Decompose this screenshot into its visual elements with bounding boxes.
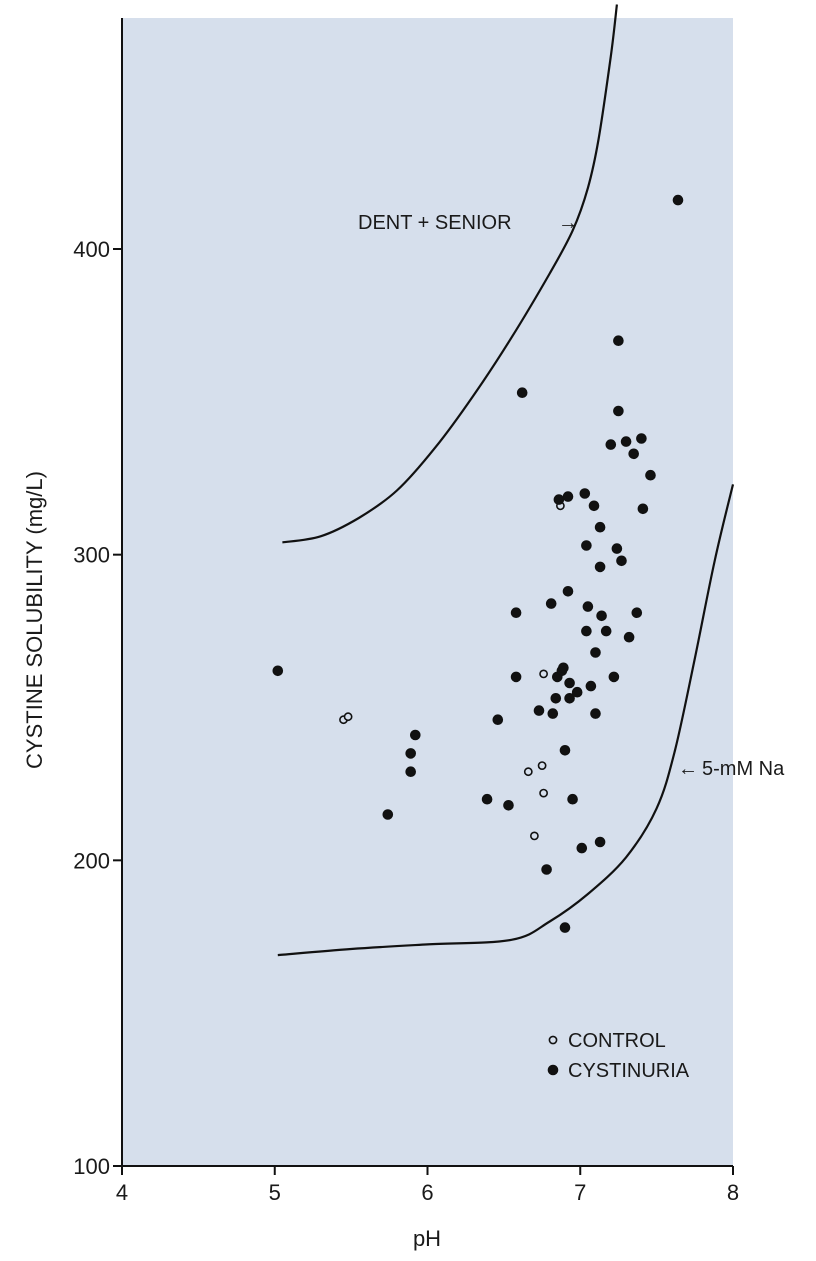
cystinuria-point <box>594 836 606 848</box>
cystinuria-point <box>623 631 635 643</box>
cystinuria-point <box>628 448 640 460</box>
curves-layer <box>277 4 735 957</box>
control-point <box>530 831 539 841</box>
legend-cystinuria-marker <box>547 1064 559 1076</box>
cystinuria-point <box>594 561 606 573</box>
y-tick-label: 400 <box>73 237 110 262</box>
legend-control-marker <box>548 1035 558 1045</box>
cystinuria-point <box>608 671 620 683</box>
cystinuria-point <box>613 335 624 347</box>
cystinuria-point <box>588 500 600 512</box>
cystinuria-point <box>605 439 617 450</box>
y-tick-label: 100 <box>73 1154 110 1179</box>
x-tick-label: 5 <box>269 1180 281 1205</box>
axes-layer: 4 5 6 7 8 100 200 300 400 pH CYSTINE SOLUBILITY (m… <box>22 18 739 1251</box>
cystinuria-point <box>510 671 522 683</box>
cystinuria-point <box>558 662 569 674</box>
cystinuria-point <box>405 748 417 759</box>
legend-label: CYSTINURIA <box>568 1060 690 1082</box>
cystinuria-point <box>550 693 562 704</box>
cystinuria-point <box>600 625 612 637</box>
cystinuria-point <box>581 540 592 551</box>
cystinuria-point <box>590 647 601 658</box>
cystinuria-point <box>631 607 643 619</box>
x-tick-label: 6 <box>421 1180 433 1205</box>
cystinuria-point <box>611 543 623 554</box>
cystinuria-point <box>564 693 575 704</box>
cystinuria-point <box>545 598 557 609</box>
cystinuria-point <box>585 680 597 692</box>
y-axis-label: CYSTINE SOLUBILITY (mg/L) <box>22 471 47 769</box>
cystinuria-point <box>559 745 571 756</box>
cystinuria-point <box>564 677 575 689</box>
cystinuria-point <box>582 601 594 612</box>
annotation-layer: DENT + SENIOR → ← 5-mM Na <box>358 212 785 780</box>
cystinuria-point <box>559 922 571 933</box>
cystinuria-point <box>620 436 632 447</box>
cystinuria-point <box>596 610 607 622</box>
legend-label: CONTROL <box>568 1030 666 1052</box>
cystinuria-point <box>567 793 578 805</box>
cystinuria-point <box>492 714 504 726</box>
annotation-5mm-na: 5-mM Na <box>702 758 785 780</box>
control-point <box>539 669 548 679</box>
cystinuria-point <box>547 708 559 719</box>
cystinuria-point <box>590 708 601 719</box>
cystinuria-point <box>594 521 606 533</box>
x-tick-label: 7 <box>574 1180 586 1205</box>
control-point <box>343 712 353 722</box>
cystinuria-point <box>579 488 591 499</box>
y-tick-label: 200 <box>73 848 110 873</box>
control-point <box>537 761 547 770</box>
control-point <box>523 767 533 777</box>
cystinuria-point <box>576 842 588 854</box>
cystinuria-point <box>533 705 545 716</box>
sodium-5mm-curve <box>277 484 735 957</box>
y-tick-label: 300 <box>73 543 110 568</box>
cystinuria-point <box>613 405 624 417</box>
plot-background <box>122 18 733 1166</box>
x-tick-label: 4 <box>116 1180 128 1205</box>
cystinuria-point <box>562 586 574 597</box>
control-point <box>539 788 548 798</box>
annotation-arrow-right: → <box>558 212 578 234</box>
cystinuria-point <box>672 194 684 206</box>
points-layer <box>272 194 684 933</box>
legend: CONTROL CYSTINURIA <box>547 1030 690 1082</box>
cystinuria-point <box>571 686 583 698</box>
cystinuria-point <box>553 494 565 505</box>
cystinuria-point <box>616 555 627 567</box>
annotation-dent-senior: DENT + SENIOR <box>358 212 512 234</box>
cystinuria-point <box>516 387 528 399</box>
cystinuria-point <box>636 433 647 444</box>
cystinuria-point <box>637 503 649 515</box>
cystinuria-point <box>581 625 592 637</box>
cystinuria-point <box>562 491 574 502</box>
annotation-arrow-left: ← <box>678 758 698 780</box>
cystinuria-point <box>541 864 552 875</box>
cystinuria-point <box>645 469 656 481</box>
cystinuria-point <box>503 800 514 811</box>
x-tick-label: 8 <box>727 1180 739 1205</box>
cystinuria-point <box>410 729 421 741</box>
cystinuria-point <box>481 793 493 805</box>
dent-senior-curve <box>282 4 618 544</box>
cystinuria-point <box>405 766 417 778</box>
cystinuria-point <box>272 665 284 677</box>
x-axis-label: pH <box>413 1226 441 1251</box>
cystinuria-point <box>510 607 522 619</box>
cystinuria-point <box>382 809 394 820</box>
